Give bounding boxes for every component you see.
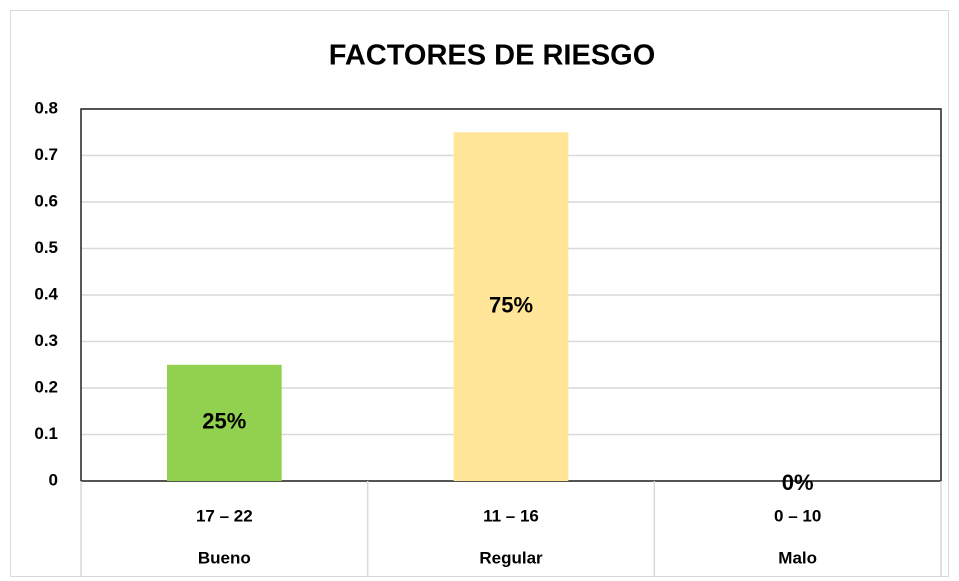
y-tick-label: 0.5	[34, 238, 58, 257]
x-tick-label: 11 – 16	[483, 506, 539, 525]
x-tick-label: 17 – 22	[196, 506, 253, 525]
data-label: 25%	[202, 409, 246, 434]
y-tick-label: 0.6	[34, 191, 58, 210]
data-label: 75%	[489, 292, 533, 317]
y-tick-label: 0.3	[34, 331, 58, 350]
x-tick-label: 0 – 10	[774, 506, 821, 525]
y-tick-label: 0.4	[34, 284, 58, 303]
y-tick-label: 0.2	[34, 377, 58, 396]
x-group-label: Regular	[479, 548, 543, 567]
y-tick-label: 0.1	[34, 424, 58, 443]
data-label: 0%	[782, 470, 814, 495]
y-tick-label: 0.7	[34, 145, 58, 164]
chart-title: FACTORES DE RIESGO	[329, 40, 656, 72]
bar	[453, 132, 569, 481]
x-group-label: Bueno	[198, 548, 251, 567]
y-tick-label: 0.8	[34, 98, 58, 117]
y-tick-label: 0	[49, 470, 58, 489]
bar	[167, 364, 282, 481]
x-group-label: Malo	[778, 548, 817, 567]
